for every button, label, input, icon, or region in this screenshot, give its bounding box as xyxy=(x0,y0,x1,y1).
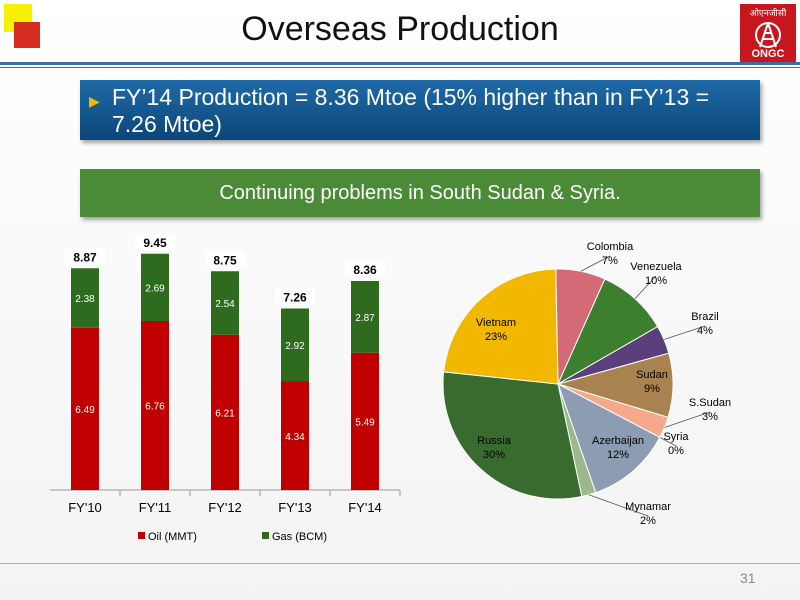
bullet-box: ▶ FY’14 Production = 8.36 Mtoe (15% high… xyxy=(80,80,760,140)
bullet-triangle-icon: ▶ xyxy=(89,93,100,109)
logo-hindi-text: ओएनजीसी xyxy=(749,9,787,19)
production-bar-chart: 6.49 2.38 8.87 FY'10 6.76 2.69 9.45 FY'11 6.21 2.… xyxy=(50,228,430,558)
highlight-text: Continuing problems in South Sudan & Syr… xyxy=(219,182,621,204)
pie-label: Brazil xyxy=(691,311,719,323)
pie-value-label: 2% xyxy=(640,515,656,527)
leader-line xyxy=(659,437,677,447)
x-tick-label: FY'12 xyxy=(208,500,242,515)
total-label: 9.45 xyxy=(143,236,167,250)
bar-chart-svg: 6.49 2.38 8.87 FY'10 6.76 2.69 9.45 FY'11 6.21 2.… xyxy=(50,233,401,543)
bar-gas-2 xyxy=(211,271,239,335)
slide-title: Overseas Production xyxy=(241,10,559,48)
pie-slice-russia xyxy=(442,371,583,500)
header-rule-top xyxy=(0,62,800,65)
total-label: 8.87 xyxy=(73,250,97,264)
gas-value-label: 2.69 xyxy=(145,283,165,294)
footer-rule xyxy=(0,563,800,564)
bar-oil-3 xyxy=(281,381,309,490)
pie-value-label: 4% xyxy=(697,325,713,337)
pie-value-label: 0% xyxy=(668,445,684,457)
bullet-text: FY’14 Production = 8.36 Mtoe (15% higher… xyxy=(112,84,710,137)
pie-label: Azerbaijan xyxy=(592,435,644,447)
gas-value-label: 2.38 xyxy=(75,294,95,305)
leader-line xyxy=(663,325,706,340)
pie-label: Colombia xyxy=(587,241,634,253)
oil-value-label: 6.49 xyxy=(75,405,95,416)
total-label-bg xyxy=(135,233,175,250)
ongc-logo: ओएनजीसी ONGC xyxy=(740,4,796,62)
pie-value-label: 7% xyxy=(602,255,618,267)
bar-gas-1 xyxy=(141,253,169,321)
derrick-icon xyxy=(755,22,781,48)
pie-chart-svg: Colombia 7% Venezuela 10% Brazil 4% Sudan 9% S.S… xyxy=(442,241,731,527)
pie-value-label: 9% xyxy=(644,383,660,395)
x-tick-label: FY'13 xyxy=(278,500,312,515)
total-label-bg xyxy=(345,261,385,277)
gas-value-label: 2.87 xyxy=(355,313,375,324)
total-label-bg xyxy=(275,288,315,305)
legend-gas-label: Gas (BCM) xyxy=(272,531,327,543)
leader-line xyxy=(588,494,649,517)
pie-value-label: 12% xyxy=(607,449,629,461)
total-label: 8.75 xyxy=(213,253,237,267)
gas-value-label: 2.54 xyxy=(215,299,235,310)
oil-value-label: 5.49 xyxy=(355,417,375,428)
x-tick-label: FY'14 xyxy=(348,500,382,515)
total-label: 8.36 xyxy=(353,263,377,277)
bar-oil-1 xyxy=(141,321,169,490)
pie-label: Syria xyxy=(663,431,689,443)
legend-oil-swatch xyxy=(138,532,145,539)
gas-value-label: 2.92 xyxy=(285,341,305,352)
decorative-red-square xyxy=(14,22,40,48)
pie-value-label: 23% xyxy=(485,331,507,343)
country-pie-chart: Colombia 7% Venezuela 10% Brazil 4% Sudan 9% S.S… xyxy=(430,228,780,558)
leader-line xyxy=(664,411,711,428)
pie-label: Russia xyxy=(477,435,512,447)
pie-value-label: 10% xyxy=(645,275,667,287)
total-label-bg xyxy=(205,251,245,268)
oil-value-label: 6.21 xyxy=(215,408,235,419)
pie-label: Vietnam xyxy=(476,317,516,329)
legend-gas-swatch xyxy=(262,532,269,539)
bar-oil-2 xyxy=(211,334,239,490)
oil-value-label: 6.76 xyxy=(145,402,165,413)
legend-oil-label: Oil (MMT) xyxy=(148,531,197,543)
bar-oil-0 xyxy=(71,327,99,490)
leader-line xyxy=(580,255,611,272)
pie-label: Sudan xyxy=(636,369,668,381)
pie-slice-azerbaijan xyxy=(557,382,661,494)
bar-oil-4 xyxy=(351,352,379,490)
leader-line xyxy=(634,275,657,299)
bar-gas-3 xyxy=(281,308,309,382)
oil-value-label: 4.34 xyxy=(285,432,305,443)
pie-value-label: 30% xyxy=(483,449,505,461)
highlight-box: Continuing problems in South Sudan & Syr… xyxy=(80,169,760,217)
bar-gas-4 xyxy=(351,281,379,353)
pie-label: S.Sudan xyxy=(689,397,731,409)
x-tick-label: FY'11 xyxy=(139,500,172,515)
pie-label: Mynamar xyxy=(625,501,671,513)
logo-wordmark: ONGC xyxy=(751,48,785,60)
header-rule-bottom xyxy=(0,67,800,68)
x-tick-label: FY'10 xyxy=(68,500,102,515)
pie-slice-venezuela xyxy=(556,278,659,386)
pie-value-label: 3% xyxy=(702,411,718,423)
total-label: 7.26 xyxy=(283,291,307,305)
total-label-bg xyxy=(65,248,105,265)
pie-slice-vietnam xyxy=(443,268,559,385)
pie-label: Venezuela xyxy=(630,261,682,273)
page-number: 31 xyxy=(740,570,756,586)
bar-gas-0 xyxy=(71,268,99,328)
